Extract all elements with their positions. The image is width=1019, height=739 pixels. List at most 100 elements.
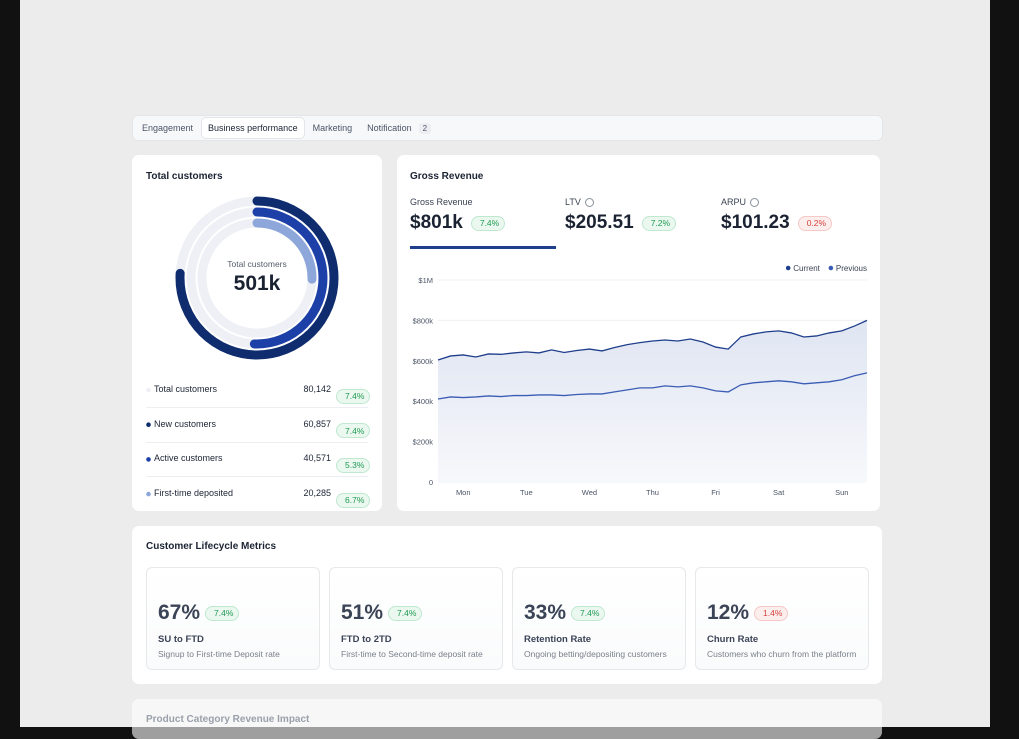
metric-row: $101.23 0.2%	[721, 212, 833, 234]
change-badge: 6.7%	[336, 492, 371, 508]
metric-label: LTV	[565, 197, 594, 207]
change-value: 7.4%	[580, 608, 600, 618]
change-value: 7.2%	[650, 218, 671, 228]
tab[interactable]: Marketing	[307, 118, 359, 138]
metric-value: $801k	[410, 212, 463, 233]
metric-value: $205.51	[565, 212, 634, 233]
metric-row: $801k 7.4%	[410, 212, 506, 234]
x-tick-label: Sat	[773, 488, 785, 497]
tab[interactable]: Business performance	[202, 118, 304, 138]
tab-label: Marketing	[312, 123, 353, 133]
value-row: 12% 1.4%	[707, 601, 789, 625]
metric-value: $101.23	[721, 212, 790, 233]
change-value: 6.7%	[345, 495, 365, 506]
change-value: 7.4%	[397, 608, 417, 618]
legend-label: New customers	[154, 418, 217, 429]
x-tick-label: Sun	[835, 488, 848, 497]
card-subtitle: Customers who churn from the platform	[707, 649, 857, 659]
y-tick-label: $1M	[418, 276, 433, 285]
line	[437, 372, 868, 400]
change-badge: 7.4%	[388, 605, 423, 621]
ring-arc	[197, 218, 317, 338]
change-value: 7.4%	[345, 425, 365, 436]
change-badge: 0.2%	[797, 215, 833, 231]
y-tick-label: $600k	[413, 357, 434, 366]
area	[438, 320, 867, 482]
active-underline	[410, 246, 556, 249]
change-value: 7.4%	[479, 218, 500, 228]
change-value: 0.2%	[806, 218, 827, 228]
card-title: Retention Rate	[524, 634, 592, 645]
legend-label: Total customers	[154, 384, 218, 394]
line	[437, 319, 868, 361]
info-icon	[584, 197, 594, 207]
value-row: 51% 7.4%	[341, 601, 423, 625]
tab-bar: Engagement Business performance Marketing N…	[132, 115, 883, 141]
card-title: Gross Revenue	[410, 171, 484, 182]
change-badge: 7.4%	[336, 423, 371, 439]
y-tick-label: $800k	[413, 316, 434, 325]
legend-dot	[146, 387, 151, 393]
change-badge: 5.3%	[336, 457, 371, 473]
x-tick-label: Wed	[582, 488, 597, 497]
change-badge: 7.4%	[571, 605, 606, 621]
card-title: Total customers	[146, 171, 223, 182]
separator	[146, 407, 368, 408]
legend-value: 20,285	[303, 488, 331, 499]
change-value: 1.4%	[763, 608, 783, 618]
x-tick-label: Mon	[456, 488, 471, 497]
separator	[146, 476, 368, 478]
center-label: Total customers	[227, 259, 287, 269]
legend-label: Current	[793, 264, 820, 273]
ring-arc	[175, 196, 339, 360]
legend-label: Previous	[836, 264, 867, 273]
card-subtitle: Signup to First-time Deposit rate	[158, 649, 280, 659]
card-title: Customer Lifecycle Metrics	[146, 541, 277, 552]
y-tick-label: $200k	[413, 438, 434, 447]
tab[interactable]: Notification 2	[361, 118, 437, 139]
badge-wrap: 5.3%	[336, 452, 371, 473]
change-badge: 7.4%	[336, 388, 371, 404]
badge-wrap: 7.4%	[336, 418, 371, 439]
change-value: 7.4%	[345, 391, 365, 401]
legend-dot	[785, 265, 791, 271]
x-tick-label: Thu	[646, 488, 659, 497]
badge-wrap: 7.4%	[336, 383, 371, 404]
legend-dot	[146, 491, 151, 497]
metric-label: Gross Revenue	[410, 197, 473, 207]
legend-value: 60,857	[303, 418, 331, 429]
card-title: FTD to 2TD	[341, 634, 392, 645]
tab-label: Engagement	[142, 123, 194, 133]
metric-card: 33% 7.4% Retention Rate Ongoing betting/dep…	[512, 567, 686, 670]
center-value: 501k	[234, 272, 281, 295]
card-value: 51%	[341, 601, 384, 624]
legend-dot	[828, 265, 834, 271]
change-badge: 7.2%	[641, 215, 677, 231]
ring-arc	[186, 207, 328, 349]
card-value: 67%	[158, 601, 201, 624]
metric-card: 67% 7.4% SU to FTD Signup to First-time Dep…	[146, 567, 320, 670]
legend-dot	[146, 422, 151, 428]
tab-count: 2	[418, 122, 432, 134]
change-value: 5.3%	[345, 460, 365, 471]
value-row: 33% 7.4%	[524, 601, 606, 625]
metric-label: ARPU	[721, 197, 760, 207]
metric-name: ARPU	[721, 197, 747, 207]
change-badge: 7.4%	[205, 605, 240, 621]
y-tick-label: $400k	[413, 397, 434, 406]
metric-name: Gross Revenue	[410, 197, 473, 207]
change-badge: 7.4%	[470, 215, 506, 231]
tab[interactable]: Engagement	[136, 118, 199, 138]
legend-value: 80,142	[303, 384, 331, 394]
card-title: Product Category Revenue Impact	[146, 714, 310, 725]
legend-label: First-time deposited	[154, 488, 234, 499]
badge-wrap: 6.7%	[336, 487, 371, 508]
legend-value: 40,571	[303, 453, 331, 464]
change-value: 7.4%	[214, 608, 234, 618]
metric-row: $205.51 7.2%	[565, 212, 677, 234]
card-title: SU to FTD	[158, 634, 204, 645]
card-subtitle: Ongoing betting/depositing customers	[524, 649, 667, 659]
card-subtitle: First-time to Second-time deposit rate	[341, 649, 483, 659]
